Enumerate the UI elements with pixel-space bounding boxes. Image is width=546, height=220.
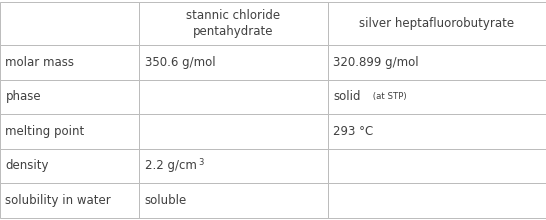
- Text: 350.6 g/mol: 350.6 g/mol: [145, 56, 215, 69]
- Bar: [328, 114, 546, 149]
- Text: solid: solid: [333, 90, 360, 103]
- Text: melting point: melting point: [5, 125, 85, 138]
- Bar: [0, 80, 139, 114]
- Bar: [328, 45, 546, 80]
- Text: 2.2 g/cm: 2.2 g/cm: [145, 160, 197, 172]
- Text: silver heptafluorobutyrate: silver heptafluorobutyrate: [359, 17, 514, 30]
- Text: 293 °C: 293 °C: [333, 125, 373, 138]
- Bar: [328, 149, 546, 183]
- Bar: [139, 45, 328, 80]
- Bar: [328, 2, 546, 45]
- Text: 3: 3: [198, 158, 204, 167]
- Bar: [0, 2, 139, 45]
- Bar: [139, 2, 328, 45]
- Text: phase: phase: [5, 90, 41, 103]
- Text: stannic chloride
pentahydrate: stannic chloride pentahydrate: [186, 9, 281, 38]
- Bar: [0, 114, 139, 149]
- Text: (at STP): (at STP): [370, 92, 407, 101]
- Bar: [139, 183, 328, 218]
- Text: 320.899 g/mol: 320.899 g/mol: [333, 56, 419, 69]
- Bar: [0, 149, 139, 183]
- Bar: [139, 149, 328, 183]
- Text: density: density: [5, 160, 49, 172]
- Bar: [328, 183, 546, 218]
- Bar: [0, 183, 139, 218]
- Bar: [328, 80, 546, 114]
- Bar: [0, 45, 139, 80]
- Bar: [139, 80, 328, 114]
- Text: soluble: soluble: [145, 194, 187, 207]
- Bar: [139, 114, 328, 149]
- Text: molar mass: molar mass: [5, 56, 74, 69]
- Text: solubility in water: solubility in water: [5, 194, 111, 207]
